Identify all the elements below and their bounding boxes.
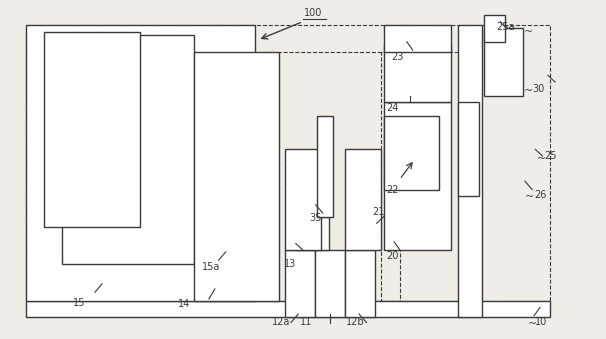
Text: 14: 14: [178, 299, 190, 309]
Bar: [384, 25, 451, 52]
Text: 11: 11: [300, 317, 312, 327]
Bar: [25, 301, 550, 317]
Text: 24: 24: [386, 103, 399, 113]
Text: 12b: 12b: [347, 317, 365, 327]
Bar: [25, 25, 255, 301]
Text: 15: 15: [73, 298, 85, 308]
Text: ~: ~: [527, 319, 537, 329]
Bar: [484, 28, 523, 96]
Bar: [384, 116, 439, 190]
Bar: [345, 149, 381, 250]
Bar: [315, 250, 345, 317]
Text: 35: 35: [309, 213, 321, 223]
Bar: [484, 15, 505, 42]
Text: 20: 20: [386, 251, 399, 261]
Bar: [345, 250, 375, 317]
Text: 22: 22: [386, 185, 399, 195]
Text: 30: 30: [532, 84, 544, 94]
Bar: [458, 102, 479, 196]
Text: 100: 100: [304, 7, 322, 18]
Text: 13: 13: [284, 259, 296, 268]
Bar: [279, 52, 399, 301]
Bar: [384, 102, 451, 250]
Text: 10: 10: [534, 317, 547, 327]
Text: 12a: 12a: [271, 317, 290, 327]
Text: 25: 25: [544, 151, 557, 161]
Text: 23: 23: [391, 53, 404, 62]
Text: ~: ~: [524, 27, 533, 37]
Text: ~: ~: [524, 86, 533, 96]
Text: 21: 21: [371, 206, 384, 217]
Text: 26: 26: [534, 190, 547, 200]
Text: 15a: 15a: [202, 262, 220, 272]
Bar: [296, 217, 329, 250]
Text: 25a: 25a: [496, 22, 514, 32]
Bar: [384, 45, 451, 102]
Bar: [62, 35, 195, 264]
Bar: [285, 149, 321, 250]
Bar: [195, 52, 279, 301]
Text: ~: ~: [525, 192, 534, 202]
Bar: [458, 25, 482, 317]
Bar: [318, 116, 333, 217]
Bar: [44, 32, 140, 227]
Bar: [381, 52, 466, 301]
Bar: [285, 250, 315, 317]
Bar: [25, 25, 550, 301]
Text: ~: ~: [536, 154, 545, 164]
